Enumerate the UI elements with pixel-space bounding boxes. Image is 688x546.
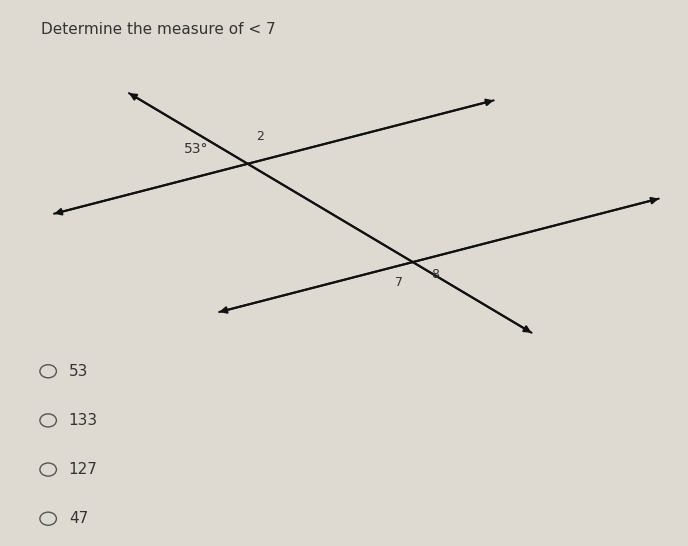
Text: 133: 133 bbox=[69, 413, 98, 428]
Text: 2: 2 bbox=[256, 130, 264, 143]
Text: 53: 53 bbox=[69, 364, 88, 379]
Text: 7: 7 bbox=[395, 276, 403, 289]
Text: 8: 8 bbox=[431, 268, 439, 281]
Text: Determine the measure of < 7: Determine the measure of < 7 bbox=[41, 22, 276, 37]
Text: 127: 127 bbox=[69, 462, 98, 477]
Text: 47: 47 bbox=[69, 511, 88, 526]
Text: 53°: 53° bbox=[184, 141, 208, 156]
